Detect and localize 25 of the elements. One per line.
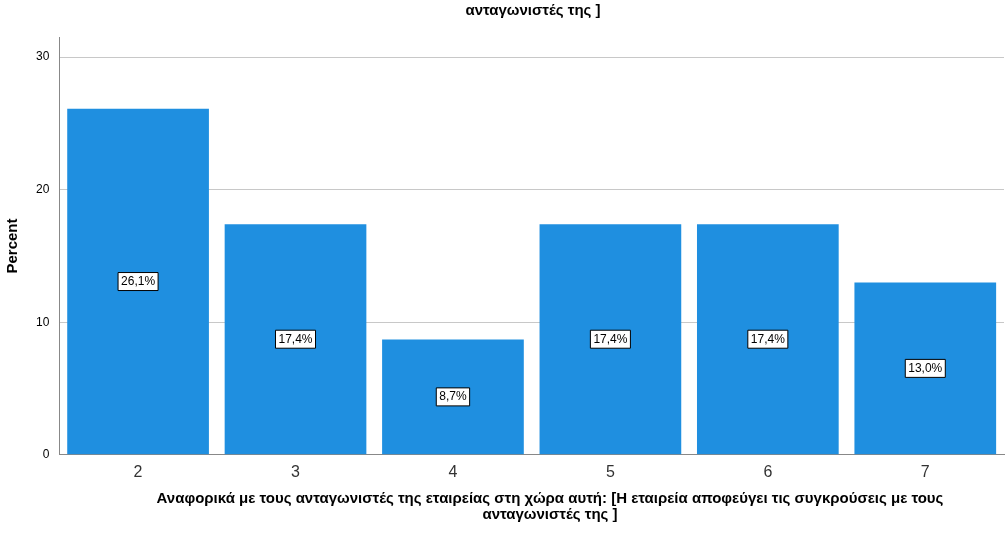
x-tick-label: 6 [763,462,773,480]
y-tick-label: 10 [35,314,50,329]
x-tick-label: 3 [291,462,301,480]
data-label: 8,7% [439,389,467,404]
data-label: 17,4% [750,331,786,346]
data-label: 13,0% [908,360,943,375]
y-tick-label: 30 [35,49,50,64]
data-label: 26,1% [121,273,156,288]
bar [67,108,209,455]
bar [696,224,839,455]
y-tick-label: 20 [35,181,50,196]
x-tick-label: 2 [133,462,143,480]
x-tick-label: 7 [920,462,930,480]
y-axis-title: Percent [3,218,21,274]
x-tick-label: 4 [448,462,458,480]
x-tick-label: 5 [605,462,615,480]
bar [539,224,682,455]
data-label: 17,4% [278,331,313,346]
bar [224,224,367,455]
bar [382,339,524,455]
bar [854,282,997,455]
data-label: 17,4% [593,331,628,346]
y-tick-label: 0 [42,447,50,462]
chart-title: ανταγωνιστές της ] [464,0,602,20]
x-axis-title: Αναφορικά με τους ανταγωνιστές της εταιρείας στη χώρα αυτή: [Η εταιρεία αποφεύγει τις συγκρούσεις με τους ανταγωνιστές της ] [155,489,945,522]
